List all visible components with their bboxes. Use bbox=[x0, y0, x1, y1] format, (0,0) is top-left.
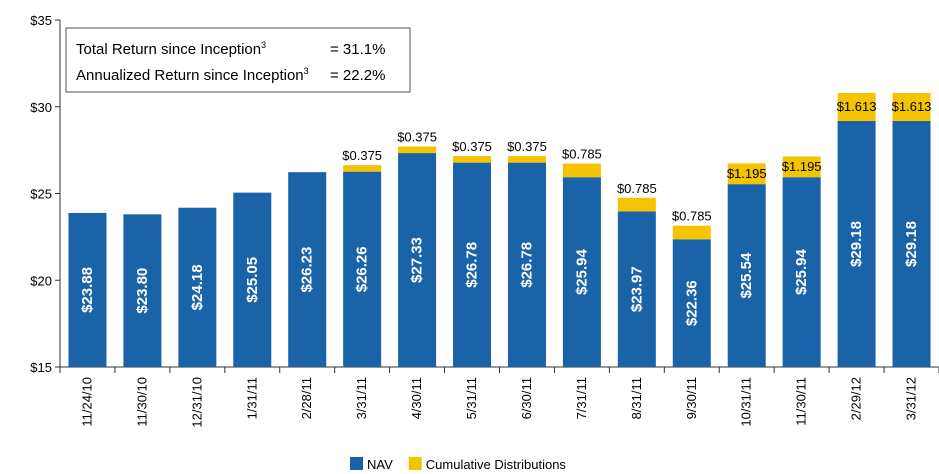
value-label: $24.18 bbox=[189, 264, 206, 310]
bar-segment bbox=[68, 212, 107, 367]
bar-segment bbox=[617, 197, 656, 212]
bar-segment bbox=[782, 177, 821, 367]
value-label: $25.54 bbox=[738, 252, 755, 299]
plot-area: $15 $20 $25 $30 $35 $23.88 $23.80 $24.18 $25.05 $… bbox=[30, 13, 939, 472]
value-label: $26.26 bbox=[354, 246, 371, 292]
y-tick-label: $20 bbox=[30, 273, 52, 288]
value-label: $0.785 bbox=[617, 181, 657, 196]
x-tick-label: 2/28/11 bbox=[299, 377, 314, 419]
value-label: $26.23 bbox=[299, 247, 316, 293]
y-tick-label: $15 bbox=[30, 360, 52, 375]
bar-segment bbox=[727, 184, 766, 367]
value-label: $0.375 bbox=[452, 139, 492, 154]
value-label: $0.375 bbox=[507, 139, 547, 154]
bar-segment bbox=[617, 211, 656, 367]
y-tick-label: $30 bbox=[30, 100, 52, 115]
bar-segment bbox=[343, 165, 382, 172]
value-label: $25.94 bbox=[793, 249, 810, 296]
x-tick-label: 7/31/11 bbox=[574, 377, 589, 419]
bar-segment bbox=[507, 156, 546, 163]
x-tick-label: 11/30/11 bbox=[794, 377, 809, 426]
annotation-label: Annualized Return since Inception bbox=[76, 67, 304, 84]
x-tick-label: 1/31/11 bbox=[244, 377, 259, 419]
annotation: Annualized Return since Inception3 bbox=[76, 66, 309, 84]
annotation-box bbox=[65, 27, 411, 93]
value-label: $25.94 bbox=[573, 249, 590, 296]
footnote: 3 bbox=[304, 66, 309, 76]
x-tick-label: 6/30/11 bbox=[519, 377, 534, 419]
value-label: $26.78 bbox=[464, 242, 481, 288]
legend-label: NAV bbox=[367, 457, 393, 472]
x-tick-label: 9/30/11 bbox=[684, 377, 699, 419]
annotation-label: Total Return since Inception bbox=[76, 41, 261, 58]
annotation: Total Return since Inception3 bbox=[76, 40, 266, 58]
x-tick-label: 12/31/10 bbox=[189, 377, 204, 428]
bar-segment bbox=[178, 207, 217, 367]
bar-segment bbox=[398, 153, 437, 367]
x-tick-label: 11/30/10 bbox=[134, 377, 149, 427]
x-tick-label: 3/31/11 bbox=[354, 377, 369, 419]
bar-segment bbox=[453, 162, 492, 367]
value-label: $0.375 bbox=[397, 130, 437, 145]
value-label: $26.78 bbox=[518, 242, 535, 288]
bar-segment bbox=[562, 163, 601, 178]
y-tick-label: $25 bbox=[30, 187, 52, 202]
bar-segment bbox=[892, 120, 931, 368]
bar-segment bbox=[837, 92, 876, 121]
bar-segment bbox=[672, 225, 711, 240]
value-label: $1.195 bbox=[782, 159, 822, 174]
value-label: $23.80 bbox=[134, 268, 151, 314]
x-tick-label: 5/31/11 bbox=[464, 377, 479, 419]
bar-segment bbox=[782, 156, 821, 178]
y-tick-label: $35 bbox=[30, 13, 52, 28]
x-tick-label: 2/29/12 bbox=[849, 377, 864, 420]
value-label: $29.18 bbox=[848, 221, 865, 267]
bar-segment bbox=[837, 120, 876, 368]
value-label: $1.613 bbox=[892, 99, 932, 114]
bar-segment bbox=[123, 214, 162, 367]
bar-segment bbox=[343, 171, 382, 367]
bar-segment bbox=[453, 156, 492, 163]
x-tick-label: 8/31/11 bbox=[629, 377, 644, 419]
bar-segment bbox=[727, 163, 766, 185]
value-label: $29.18 bbox=[903, 221, 920, 267]
bar-segment bbox=[398, 146, 437, 154]
value-label: $1.195 bbox=[727, 166, 767, 181]
value-label: $0.785 bbox=[672, 209, 712, 224]
value-label: $22.36 bbox=[683, 280, 700, 326]
x-tick-label: 10/31/11 bbox=[739, 377, 754, 427]
value-label: $25.05 bbox=[244, 257, 261, 303]
bar-segment bbox=[233, 192, 272, 367]
value-label: $1.613 bbox=[837, 99, 877, 114]
bar-segment bbox=[288, 172, 327, 367]
bar-segment bbox=[892, 92, 931, 121]
value-label: $23.88 bbox=[79, 267, 96, 313]
bar-segment bbox=[672, 239, 711, 367]
bar-segment bbox=[562, 177, 601, 367]
x-tick-label: 11/24/10 bbox=[79, 377, 94, 427]
legend-swatch bbox=[350, 457, 363, 470]
x-tick-label: 3/31/12 bbox=[904, 377, 919, 420]
bar-segment bbox=[507, 162, 546, 367]
legend-swatch bbox=[408, 457, 422, 470]
value-label: $0.375 bbox=[342, 148, 382, 163]
annotation-value: = 22.2% bbox=[330, 67, 385, 84]
footnote: 3 bbox=[261, 40, 266, 50]
annotation-value: = 31.1% bbox=[330, 41, 385, 58]
value-label: $27.33 bbox=[409, 237, 426, 283]
x-tick-label: 4/30/11 bbox=[409, 377, 424, 419]
value-label: $23.97 bbox=[628, 266, 645, 312]
value-label: $0.785 bbox=[562, 147, 602, 162]
legend-label: Cumulative Distributions bbox=[426, 457, 567, 472]
